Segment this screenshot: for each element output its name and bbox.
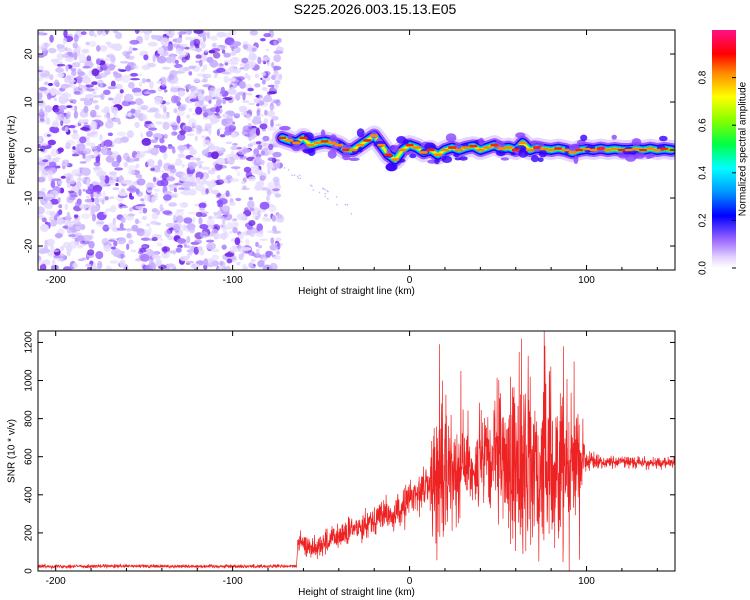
colorbar (712, 30, 736, 268)
spec-ytick-label: 10 (24, 96, 35, 108)
snr-area (38, 331, 675, 571)
chart-title: S225.2026.003.15.13.E05 (293, 1, 457, 17)
spec-xtick-label: -200 (46, 275, 66, 286)
spec-ytick-label: -20 (24, 238, 35, 253)
snr-ytick-label: 800 (24, 410, 35, 427)
spec-ytick-label: 0 (24, 147, 35, 153)
snr-xtick-label: -200 (46, 576, 66, 587)
spectrogram-area (38, 30, 675, 270)
spec-xtick-label: 100 (578, 275, 595, 286)
colorbar-tick-label: 0.0 (698, 261, 709, 275)
snr-ytick-label: 1200 (24, 331, 35, 354)
spec-ytick-label: -10 (24, 190, 35, 205)
spec-xtick-label: 0 (407, 275, 413, 286)
snr-ytick-label: 400 (24, 486, 35, 503)
spec-xtick-label: -100 (223, 275, 243, 286)
spec-ytick-label: 20 (24, 48, 35, 60)
snr-xtick-label: -100 (223, 576, 243, 587)
snr-ylabel: SNR (10 * v/v) (7, 419, 18, 483)
spec-ylabel: Frequency (Hz) (7, 116, 18, 185)
snr-xtick-label: 100 (578, 576, 595, 587)
snr-xlabel: Height of straight line (km) (298, 587, 415, 598)
snr-frame (37, 330, 676, 572)
snr-xtick-label: 0 (407, 576, 413, 587)
snr-ytick-label: 600 (24, 448, 35, 465)
trace-core (278, 134, 675, 161)
snr-ytick-label: 0 (24, 568, 35, 574)
colorbar-label: Normalized spectral amplitude (738, 81, 749, 216)
snr-ytick-label: 200 (24, 524, 35, 541)
colorbar-tick-label: 0.8 (698, 70, 709, 84)
colorbar-tick-label: 0.6 (698, 118, 709, 132)
noise-speckle (38, 30, 353, 270)
snr-line (38, 331, 675, 571)
trace-blobs (279, 125, 668, 172)
colorbar-tick-label: 0.4 (698, 165, 709, 179)
snr-ytick-label: 1000 (24, 369, 35, 392)
spec-xlabel: Height of straight line (km) (298, 286, 415, 297)
colorbar-tick-label: 0.2 (698, 213, 709, 227)
